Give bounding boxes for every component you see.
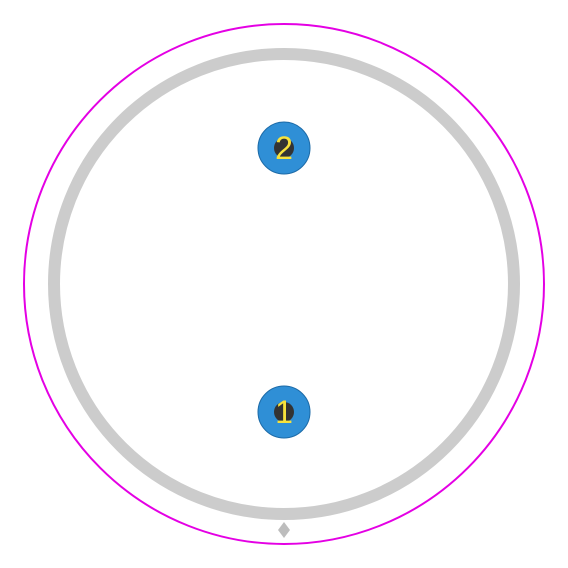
pin-1-label: 1: [275, 394, 293, 430]
background: [0, 0, 568, 568]
pin-1: 1: [258, 386, 310, 438]
pin-2: 2: [258, 122, 310, 174]
pin-2-label: 2: [275, 130, 293, 166]
footprint-diagram: 12: [0, 0, 568, 568]
